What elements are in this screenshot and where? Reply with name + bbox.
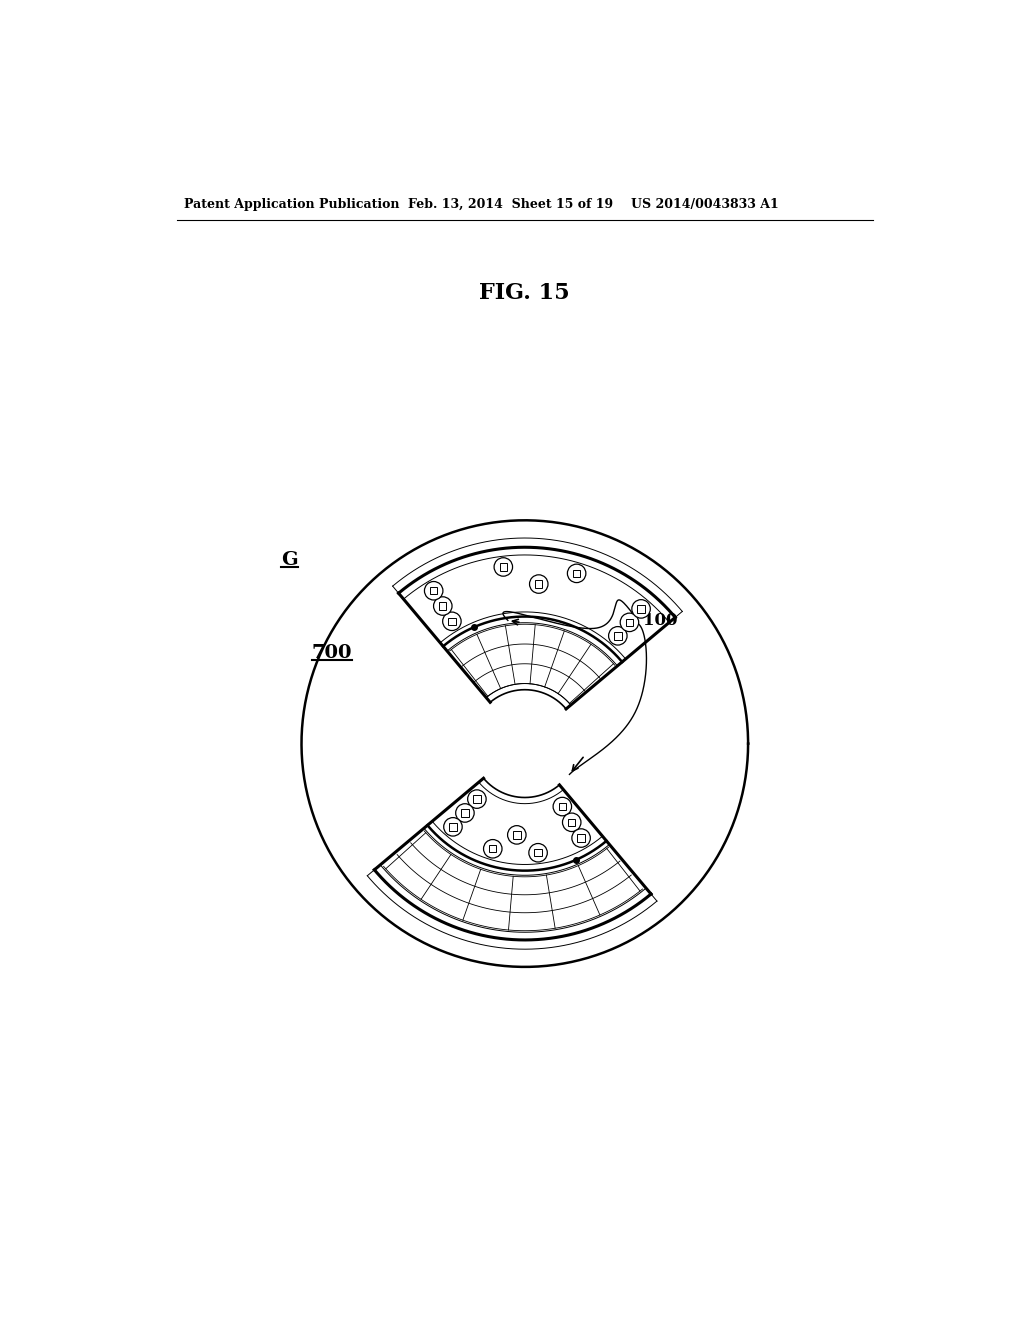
Circle shape <box>553 797 571 816</box>
Text: 100: 100 <box>643 612 677 628</box>
Circle shape <box>621 612 639 631</box>
Circle shape <box>483 840 502 858</box>
Circle shape <box>443 817 462 836</box>
Bar <box>568 818 575 826</box>
Circle shape <box>528 843 547 862</box>
Bar <box>535 849 542 857</box>
Bar <box>430 587 437 594</box>
Bar <box>614 632 622 639</box>
Text: Patent Application Publication: Patent Application Publication <box>184 198 400 211</box>
Text: Feb. 13, 2014  Sheet 15 of 19: Feb. 13, 2014 Sheet 15 of 19 <box>408 198 613 211</box>
Bar <box>473 796 480 803</box>
Bar <box>578 834 585 842</box>
Text: US 2014/0043833 A1: US 2014/0043833 A1 <box>631 198 779 211</box>
Circle shape <box>456 804 474 822</box>
Bar <box>637 605 645 612</box>
Text: FIG. 15: FIG. 15 <box>479 282 570 304</box>
Bar <box>461 809 469 817</box>
Circle shape <box>567 564 586 582</box>
Circle shape <box>562 813 581 832</box>
Bar <box>500 564 507 570</box>
Bar <box>573 570 581 577</box>
Bar <box>439 602 446 610</box>
Circle shape <box>508 825 526 843</box>
Circle shape <box>468 789 486 808</box>
Bar <box>449 618 456 624</box>
Circle shape <box>442 612 461 631</box>
Bar <box>559 803 566 810</box>
Circle shape <box>424 582 443 601</box>
Bar <box>450 824 457 830</box>
Text: 700: 700 <box>311 644 352 661</box>
Bar <box>513 832 520 838</box>
Bar <box>536 581 543 587</box>
Circle shape <box>632 599 650 618</box>
Circle shape <box>529 574 548 593</box>
Bar <box>626 619 633 626</box>
Circle shape <box>433 597 452 615</box>
Circle shape <box>571 829 591 847</box>
Text: G: G <box>281 552 297 569</box>
Bar <box>489 845 497 853</box>
Circle shape <box>608 627 627 645</box>
Circle shape <box>494 558 513 577</box>
